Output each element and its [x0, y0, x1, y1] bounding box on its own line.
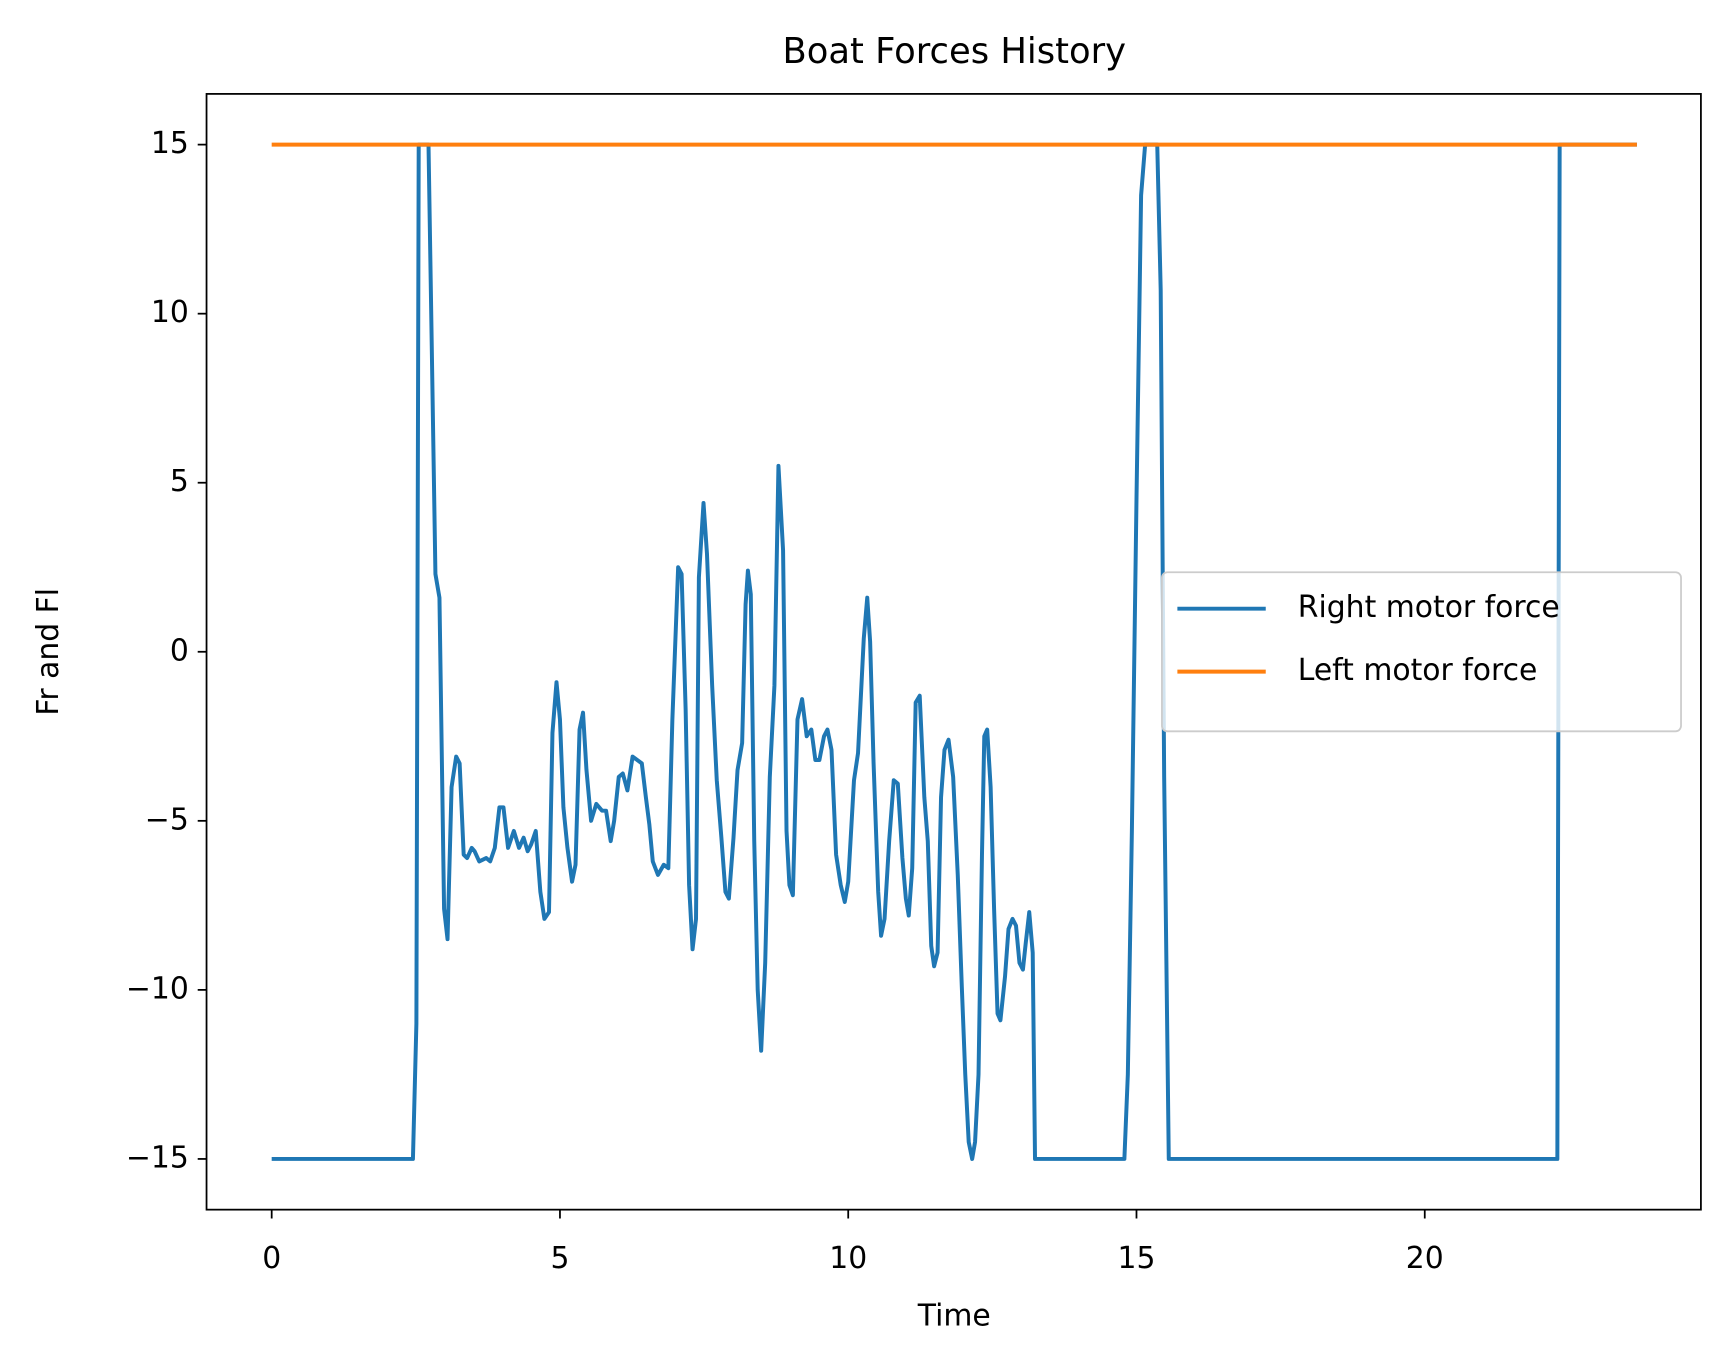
legend-box — [1161, 571, 1682, 733]
y-tick-label: −15 — [126, 1140, 189, 1175]
x-tick-label: 20 — [1406, 1241, 1444, 1276]
y-tick-label: −10 — [126, 971, 189, 1006]
y-tick-label: 5 — [170, 464, 189, 499]
y-tick-label: 0 — [170, 633, 189, 668]
chart-title: Boat Forces History — [783, 31, 1126, 72]
y-axis-label: Fr and Fl — [31, 588, 66, 716]
y-tick-label: −5 — [145, 802, 189, 837]
plot-frame — [205, 93, 1702, 1211]
y-tick-label: 15 — [151, 126, 189, 161]
x-tick-label: 5 — [550, 1241, 569, 1276]
legend: Right motor force Left motor force — [1161, 571, 1682, 733]
x-axis-label: Time — [917, 1298, 991, 1333]
x-tick-label: 0 — [262, 1241, 281, 1276]
x-tick-label: 10 — [829, 1241, 867, 1276]
x-tick-label: 15 — [1118, 1241, 1156, 1276]
legend-label: Right motor force — [1298, 590, 1560, 625]
series-line — [271, 142, 1637, 1161]
y-tick-label: 10 — [151, 295, 189, 330]
legend-label: Left motor force — [1298, 653, 1538, 688]
